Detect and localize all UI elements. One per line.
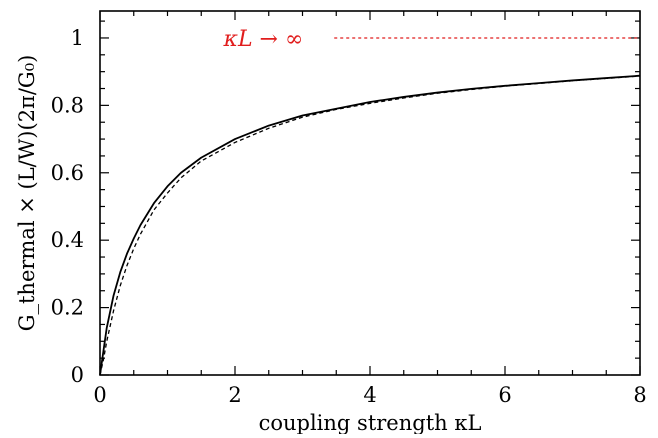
limit-annotation: κL → ∞: [223, 27, 304, 52]
series-layer: [99, 37, 641, 376]
x-tick-label: 6: [498, 383, 511, 407]
axes-layer: [99, 10, 641, 376]
y-tick-label: 0.2: [51, 296, 84, 320]
x-tick-label: 0: [93, 383, 106, 407]
y-tick-label: 1: [71, 26, 84, 50]
y-tick-label: 0.6: [51, 161, 84, 185]
x-tick-label: 8: [633, 383, 646, 407]
plot-frame: [99, 10, 641, 376]
y-tick-label: 0.4: [51, 228, 84, 252]
y-axis-title: G_thermal × (L/W)(2π/G₀): [15, 55, 39, 332]
x-axis-title: coupling strength κL: [259, 411, 482, 434]
x-tick-label: 2: [228, 383, 241, 407]
y-tick-label: 0.8: [51, 93, 84, 117]
x-tick-label: 4: [363, 383, 376, 407]
y-tick-label: 0: [71, 363, 84, 387]
series-line-solid: [99, 74, 641, 376]
series-line-dashed: [99, 75, 641, 376]
labels-layer: 0 2 4 6 8 0 0.2 0.4 0.6 0.8 1 coupling strength κL G…: [15, 26, 647, 435]
